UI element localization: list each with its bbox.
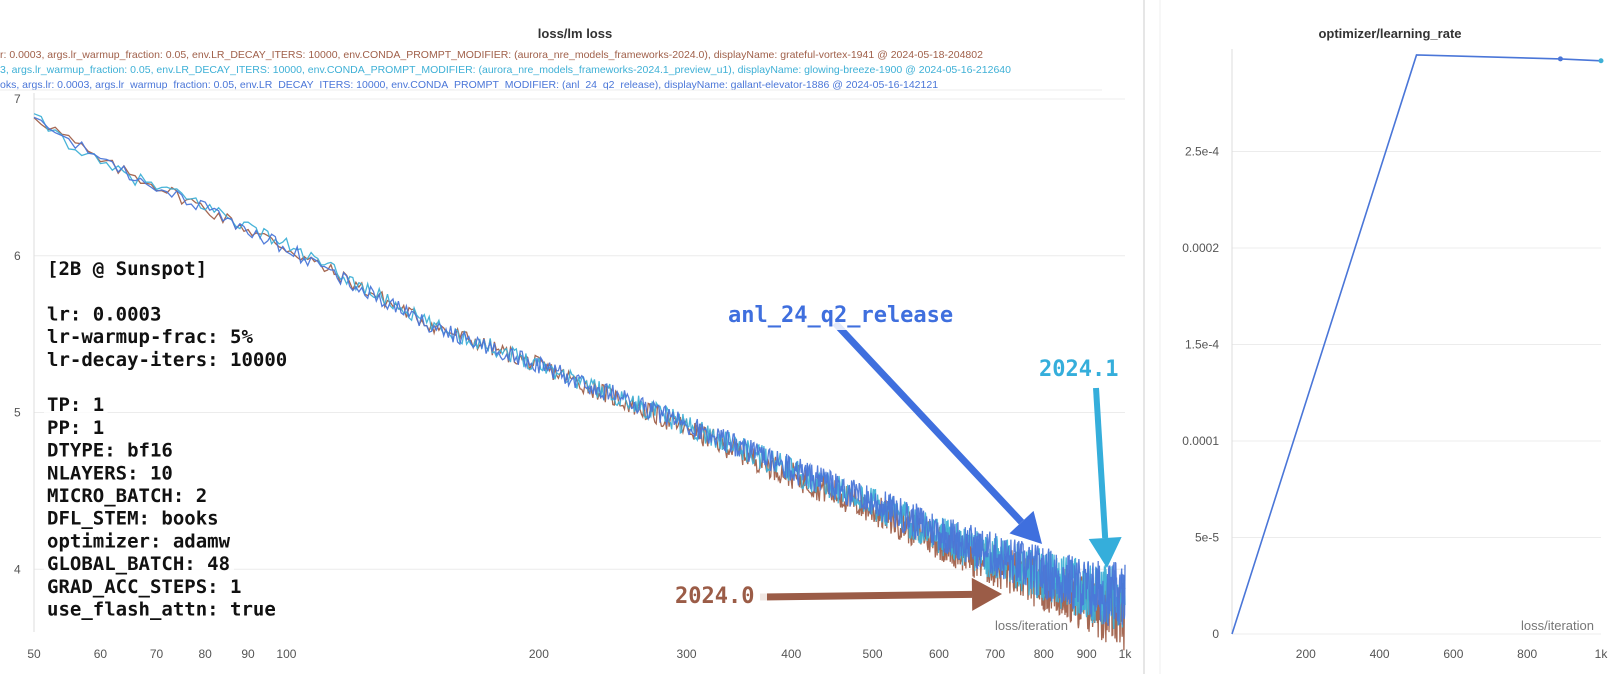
learning-rate-y-ticks: 0 5e-5 0.0001 1.5e-4 0.0002 2.5e-4 — [1182, 145, 1219, 642]
annotation-line: use_flash_attn: true — [47, 599, 276, 621]
annotation-line: lr-warmup-frac: 5% — [47, 326, 253, 348]
lm-loss-title: loss/lm loss — [538, 26, 612, 41]
x-tick-label: 600 — [1443, 647, 1463, 661]
annotation-line-bg — [44, 415, 108, 438]
series-line[interactable] — [33, 116, 1126, 626]
annotation-line-bg — [44, 574, 246, 597]
lr-point[interactable] — [1557, 56, 1563, 62]
run-label-bg — [671, 581, 767, 611]
annotation-line-bg — [44, 597, 280, 620]
x-tick-label: 800 — [1517, 647, 1537, 661]
annotation-line-bg — [44, 325, 257, 348]
annotation-line: TP: 1 — [47, 394, 104, 416]
x-tick-label: 1k — [1595, 647, 1609, 661]
y-tick-label: 0 — [1212, 627, 1219, 641]
annotation-line-bg — [44, 347, 292, 370]
annotation-line-bg — [44, 461, 177, 484]
x-tick-label: 800 — [1034, 647, 1054, 661]
run-label: 2024.0 — [675, 584, 754, 609]
y-tick-label: 1.5e-4 — [1185, 338, 1219, 352]
arrow-shaft — [1093, 387, 1109, 539]
annotation-line: DTYPE: bf16 — [47, 440, 173, 462]
x-tick-label: 70 — [150, 647, 164, 661]
learning-rate-series — [1231, 54, 1604, 635]
arrow-head — [1088, 537, 1122, 568]
y-tick-label: 5e-5 — [1195, 531, 1219, 545]
x-tick-label: 900 — [1077, 647, 1097, 661]
x-tick-label: 200 — [1296, 647, 1316, 661]
annotation-line: GRAD_ACC_STEPS: 1 — [47, 576, 241, 598]
arrow-head — [971, 577, 1002, 611]
annotation-line: optimizer: adamw — [47, 530, 231, 552]
run-config-annotation: [2B @ Sunspot] lr: 0.0003lr-warmup-frac: … — [44, 257, 292, 621]
legend-entry[interactable]: oks, args.lr: 0.0003, args.lr_warmup_fra… — [0, 79, 938, 91]
x-tick-label: 400 — [781, 647, 801, 661]
y-tick-label: 0.0001 — [1182, 434, 1219, 448]
annotation-line: NLAYERS: 10 — [47, 462, 173, 484]
annotation-line-bg — [44, 484, 211, 506]
learning-rate-chart: optimizer/learning_rate 0 5e-5 0.0001 1.5e-… — [1182, 26, 1608, 661]
y-tick-label: 2.5e-4 — [1185, 145, 1219, 159]
x-tick-label: 50 — [27, 647, 41, 661]
lm-loss-x-axis-label: loss/iteration — [995, 618, 1068, 633]
x-tick-label: 80 — [198, 647, 212, 661]
annotation-line: lr-decay-iters: 10000 — [47, 349, 287, 371]
x-tick-label: 700 — [985, 647, 1005, 661]
run-label: anl_24_q2_release — [728, 303, 953, 328]
annotation-line-bg — [44, 257, 211, 279]
x-tick-label: 1k — [1119, 647, 1133, 661]
run-arrows: anl_24_q2_release 2024.1 2024.0 — [671, 300, 1131, 611]
annotation-line: PP: 1 — [47, 417, 104, 439]
run-label-bg — [724, 300, 982, 330]
annotation-line-bg — [44, 438, 177, 461]
lr-series-line[interactable] — [1231, 54, 1602, 635]
annotation-line-bg — [44, 506, 223, 529]
y-tick-label: 4 — [14, 562, 21, 576]
y-tick-label: 7 — [14, 92, 21, 106]
x-tick-label: 300 — [677, 647, 697, 661]
annotation-line: lr: 0.0003 — [47, 303, 161, 325]
x-tick-label: 500 — [863, 647, 883, 661]
annotation-line: GLOBAL_BATCH: 48 — [47, 553, 230, 575]
x-tick-label: 400 — [1370, 647, 1390, 661]
annotation-line: MICRO_BATCH: 2 — [47, 485, 207, 507]
lr-point[interactable] — [1598, 58, 1604, 64]
lm-loss-legend: r: 0.0003, args.lr_warmup_fraction: 0.05… — [0, 49, 1102, 91]
run-label: 2024.1 — [1039, 357, 1118, 382]
legend-entry[interactable]: 3, args.lr_warmup_fraction: 0.05, env.LR… — [0, 64, 1011, 76]
arrow-shaft — [759, 590, 973, 601]
y-tick-label: 5 — [14, 406, 21, 420]
arrow-shaft — [832, 320, 1025, 525]
run-label-bg — [1035, 354, 1131, 384]
x-tick-label: 60 — [94, 647, 108, 661]
learning-rate-title: optimizer/learning_rate — [1318, 26, 1461, 41]
annotation-line: [2B @ Sunspot] — [47, 258, 207, 280]
lm-loss-chart: loss/lm loss r: 0.0003, args.lr_warmup_f… — [0, 26, 1132, 661]
annotation-line-bg — [44, 552, 234, 575]
x-tick-label: 600 — [929, 647, 949, 661]
annotation-line-bg — [44, 393, 108, 416]
annotation-line-bg — [44, 529, 234, 552]
y-tick-label: 6 — [14, 249, 21, 263]
x-tick-label: 90 — [241, 647, 255, 661]
learning-rate-x-axis-label: loss/iteration — [1521, 618, 1594, 633]
x-tick-label: 100 — [276, 647, 296, 661]
learning-rate-grid — [1231, 49, 1601, 635]
lm-loss-y-ticks: 4 5 6 7 — [14, 92, 21, 576]
y-tick-label: 0.0002 — [1182, 241, 1219, 255]
legend-entry[interactable]: r: 0.0003, args.lr_warmup_fraction: 0.05… — [0, 49, 983, 61]
annotation-line-bg — [44, 302, 165, 325]
lm-loss-series — [33, 113, 1126, 651]
annotation-line: DFL_STEM: books — [47, 508, 219, 530]
arrow-head — [1009, 510, 1042, 544]
x-tick-label: 200 — [529, 647, 549, 661]
learning-rate-x-ticks: 200 400 600 800 1k — [1296, 647, 1609, 661]
lm-loss-x-ticks: 50 60 70 80 90 100 200 300 400 500 600 700 800 900 1k — [27, 647, 1132, 661]
